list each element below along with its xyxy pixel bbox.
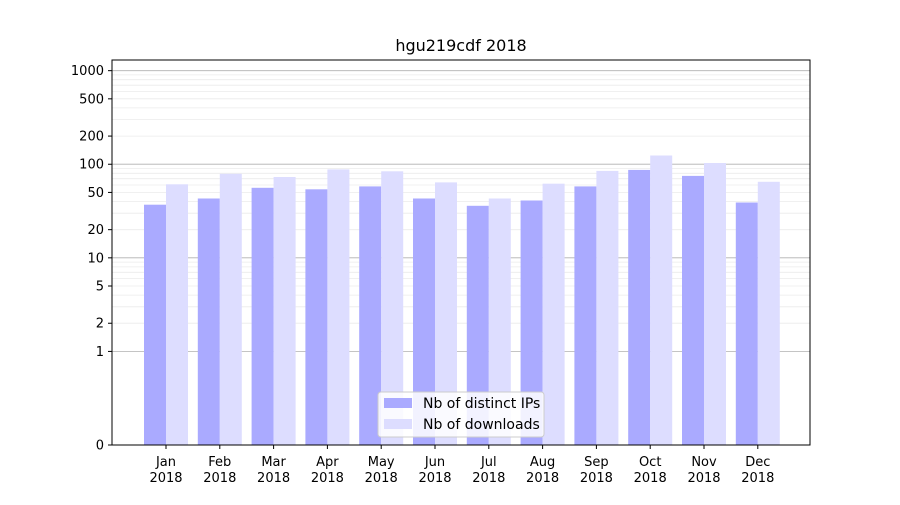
y-tick-label: 1 — [96, 345, 104, 360]
bar — [682, 175, 704, 445]
bar — [327, 169, 350, 445]
x-axis: Jan 2018 Feb 2018 Mar 2018 Apr 2018 May 2018 Jun 20… — [149, 445, 774, 486]
y-tick-label: 20 — [87, 223, 104, 238]
plot-frame — [111, 59, 811, 446]
bar — [650, 155, 673, 445]
bar — [466, 205, 489, 445]
bar — [359, 186, 382, 445]
chart-title: hgu219cdf 2018 — [395, 36, 526, 55]
x-tick-label: Nov 2018 — [687, 455, 720, 486]
legend-swatch — [384, 398, 412, 408]
bar — [197, 198, 220, 445]
bar — [381, 171, 404, 446]
x-tick-label: Feb 2018 — [203, 455, 236, 486]
bar — [273, 177, 296, 445]
bar — [735, 202, 758, 445]
legend-label: Nb of downloads — [423, 417, 540, 433]
bar — [704, 163, 726, 445]
bar — [435, 182, 457, 445]
y-tick-label: 500 — [79, 92, 104, 107]
x-tick-label: Jul 2018 — [472, 455, 505, 486]
bar — [305, 189, 328, 445]
bar — [219, 173, 242, 446]
y-tick-label: 0 — [96, 439, 104, 454]
y-tick-label: 5 — [96, 280, 104, 295]
y-tick-label: 1000 — [71, 64, 104, 79]
x-tick-label: Apr 2018 — [311, 455, 344, 486]
x-tick-label: Oct 2018 — [634, 455, 667, 486]
legend-label: Nb of distinct IPs — [423, 396, 540, 412]
x-tick-label: Jun 2018 — [418, 455, 451, 486]
legend: Nb of distinct IPs Nb of downloads — [377, 391, 545, 438]
x-tick-label: Mar 2018 — [257, 455, 290, 486]
bars — [144, 155, 780, 446]
y-tick-label: 200 — [79, 130, 104, 145]
x-tick-label: Jan 2018 — [149, 455, 182, 486]
legend-box — [377, 391, 545, 438]
bar — [520, 200, 543, 445]
x-tick-label: Dec 2018 — [741, 455, 774, 486]
bar — [596, 170, 619, 445]
bar — [251, 187, 274, 446]
x-tick-label: May 2018 — [365, 455, 398, 486]
bar — [542, 183, 565, 445]
y-tick-label: 2 — [96, 317, 104, 332]
bar — [488, 198, 511, 445]
bar — [144, 204, 166, 445]
y-tick-label: 50 — [87, 186, 104, 201]
x-tick-label: Aug 2018 — [526, 455, 559, 486]
y-tick-label: 100 — [79, 158, 104, 173]
x-tick-label: Sep 2018 — [580, 455, 613, 486]
y-axis: 0 1 2 5 10 20 50 100 200 500 1000 — [71, 64, 112, 454]
bar — [413, 198, 435, 445]
bar — [628, 169, 651, 445]
y-tick-label: 10 — [87, 251, 104, 266]
legend-swatch — [384, 419, 412, 429]
bar — [166, 184, 188, 446]
bar — [757, 181, 780, 446]
bar — [574, 186, 597, 445]
